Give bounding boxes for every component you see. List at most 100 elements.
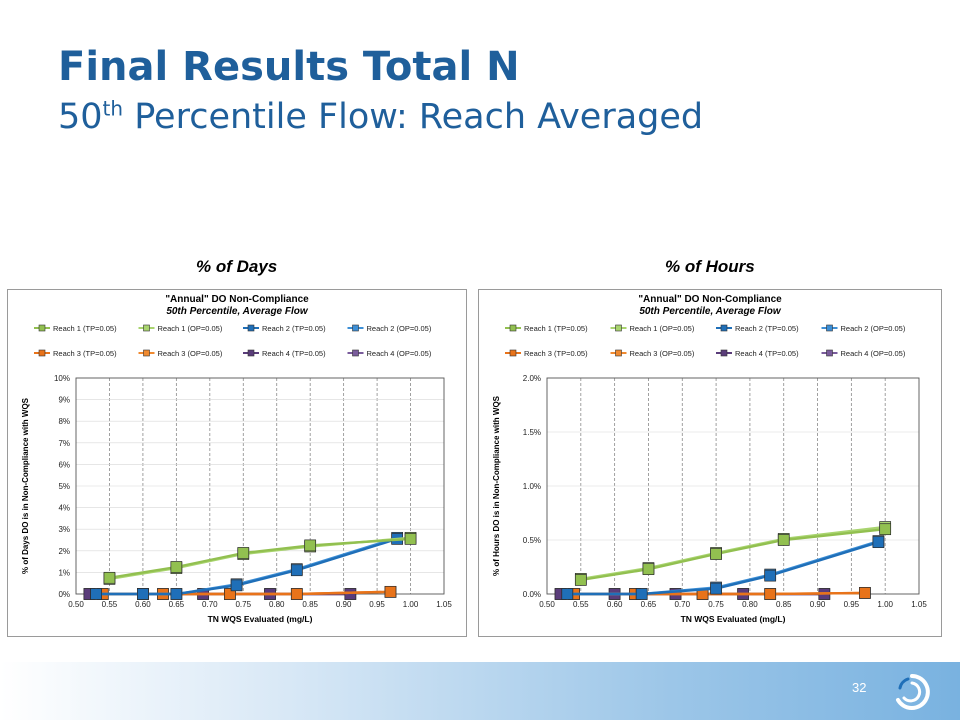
data-point (304, 539, 317, 552)
legend-marker (720, 324, 728, 332)
legend-marker (143, 324, 150, 332)
days-chart: "Annual" DO Non-Compliance 50th Percentil… (7, 289, 467, 637)
chart-subtitle: 50th Percentile, Average Flow (639, 306, 782, 317)
legend-marker (615, 324, 622, 332)
data-point (404, 533, 417, 545)
x-tick-label: 0.55 (102, 600, 118, 609)
slide-title: Final Results Total N (58, 44, 520, 90)
data-point (642, 563, 655, 576)
legend-label: Reach 2 (TP=0.05) (262, 324, 326, 333)
x-tick-label: 1.00 (877, 600, 893, 609)
legend-marker (352, 324, 359, 332)
data-point (777, 534, 790, 546)
y-tick-label: 0.5% (523, 536, 541, 545)
legend-label: Reach 4 (OP=0.05) (367, 349, 432, 358)
y-tick-label: 5% (58, 482, 70, 491)
footer-bar (0, 662, 960, 720)
y-tick-label: 1.0% (523, 482, 541, 491)
legend-label: Reach 1 (TP=0.05) (524, 324, 588, 333)
y-tick-label: 6% (58, 460, 70, 469)
legend-label: Reach 3 (TP=0.05) (524, 349, 588, 358)
legend-label: Reach 4 (OP=0.05) (841, 349, 906, 358)
legend-marker (509, 324, 517, 332)
data-point (224, 588, 236, 600)
subtitle-text: Percentile Flow: Reach Averaged (123, 97, 704, 137)
x-tick-label: 0.60 (607, 600, 623, 609)
legend-marker (352, 349, 359, 357)
data-point (574, 574, 587, 586)
y-tick-label: 3% (58, 525, 70, 534)
subtitle-number: 50 (58, 97, 103, 137)
legend-marker (509, 349, 517, 357)
x-tick-label: 0.65 (641, 600, 657, 609)
y-tick-label: 8% (58, 417, 70, 426)
y-tick-label: 1.5% (523, 428, 541, 437)
chart-subtitle: 50th Percentile, Average Flow (166, 306, 309, 317)
y-tick-label: 10% (54, 374, 70, 383)
legend-marker (247, 349, 255, 357)
x-tick-label: 1.00 (403, 600, 419, 609)
y-tick-label: 0% (58, 590, 70, 599)
data-point (137, 588, 149, 600)
x-tick-label: 0.80 (742, 600, 758, 609)
y-axis-label: % of Hours DO is in Non-Compliance with … (492, 395, 501, 576)
x-tick-label: 0.60 (135, 600, 151, 609)
y-axis-label: % of Days DO is in Non-Compliance with W… (21, 397, 30, 574)
legend-marker (826, 349, 833, 357)
legend-label: Reach 4 (TP=0.05) (262, 349, 326, 358)
data-point (561, 588, 574, 600)
x-tick-label: 0.70 (674, 600, 690, 609)
legend-label: Reach 1 (TP=0.05) (53, 324, 117, 333)
x-axis-label: TN WQS Evaluated (mg/L) (681, 614, 786, 624)
legend-marker (38, 349, 46, 357)
subtitle-superscript: th (102, 96, 124, 121)
series-line (109, 536, 411, 581)
series-line (567, 541, 879, 596)
series-line (96, 536, 398, 596)
y-tick-label: 4% (58, 504, 70, 513)
logo-icon (890, 670, 934, 719)
x-tick-label: 0.95 (844, 600, 860, 609)
data-point (859, 587, 871, 599)
x-tick-label: 0.85 (776, 600, 792, 609)
legend-label: Reach 2 (TP=0.05) (735, 324, 799, 333)
x-tick-label: 0.70 (202, 600, 218, 609)
x-tick-label: 1.05 (436, 600, 452, 609)
data-point (90, 588, 102, 600)
slide-title-block: Final Results Total N 50th Percentile Fl… (58, 40, 703, 140)
chart-title: "Annual" DO Non-Compliance (638, 294, 782, 305)
data-point (764, 588, 777, 600)
page-number: 32 (852, 680, 867, 695)
legend-label: Reach 2 (OP=0.05) (367, 324, 432, 333)
series-line (96, 537, 398, 596)
legend-marker (143, 349, 150, 357)
legend-marker (615, 349, 622, 357)
legend-marker (38, 324, 46, 332)
y-tick-label: 1% (58, 568, 70, 577)
legend-marker (720, 349, 728, 357)
x-tick-label: 0.50 (539, 600, 555, 609)
legend-marker (826, 324, 833, 332)
y-tick-label: 9% (58, 396, 70, 405)
legend-label: Reach 4 (TP=0.05) (735, 349, 799, 358)
data-point (764, 569, 777, 582)
x-tick-label: 0.90 (810, 600, 826, 609)
slide-subtitle: 50th Percentile Flow: Reach Averaged (58, 94, 703, 140)
data-point (103, 571, 116, 584)
x-tick-label: 0.85 (302, 600, 318, 609)
data-point (170, 561, 183, 573)
left-panel-label: % of Days (196, 257, 278, 276)
chart-title: "Annual" DO Non-Compliance (165, 294, 309, 305)
x-tick-label: 0.75 (708, 600, 724, 609)
x-tick-label: 0.90 (336, 600, 352, 609)
data-point (290, 564, 303, 577)
y-tick-label: 2% (58, 547, 70, 556)
data-point (290, 588, 303, 600)
legend-label: Reach 1 (OP=0.05) (630, 324, 695, 333)
data-point (879, 523, 892, 536)
x-tick-label: 0.50 (68, 600, 84, 609)
right-panel-label: % of Hours (665, 257, 755, 276)
data-point (710, 548, 722, 560)
